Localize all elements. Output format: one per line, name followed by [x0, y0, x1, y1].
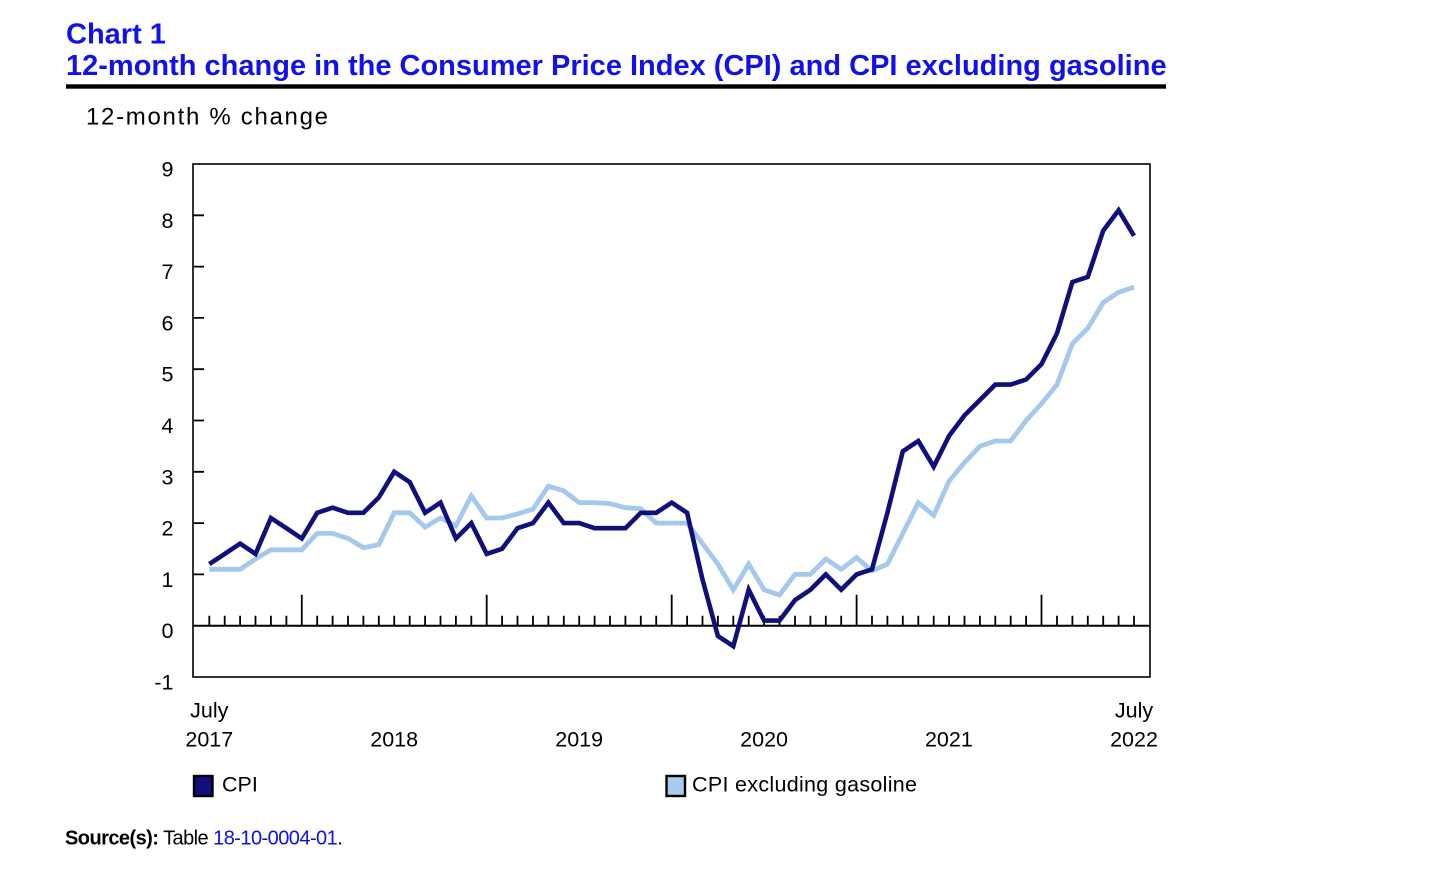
svg-text:12-month % change: 12-month % change	[86, 103, 330, 130]
svg-text:8: 8	[162, 209, 174, 233]
svg-text:4: 4	[162, 414, 174, 438]
svg-text:2: 2	[162, 517, 174, 541]
svg-text:Source(s): Table 18-10-0004-01: Source(s): Table 18-10-0004-01.	[65, 827, 342, 849]
svg-text:CPI excluding gasoline: CPI excluding gasoline	[692, 773, 917, 797]
svg-text:July: July	[190, 698, 228, 722]
svg-text:2018: 2018	[370, 728, 418, 752]
svg-text:2017: 2017	[185, 728, 233, 752]
svg-text:July: July	[1115, 698, 1153, 722]
svg-text:0: 0	[162, 619, 174, 643]
svg-text:9: 9	[162, 158, 174, 182]
svg-text:5: 5	[162, 363, 174, 387]
svg-text:-1: -1	[154, 671, 173, 695]
svg-text:CPI: CPI	[222, 773, 258, 797]
svg-text:12-month change in the Consume: 12-month change in the Consumer Price In…	[66, 50, 1167, 82]
svg-text:3: 3	[162, 465, 174, 489]
svg-text:2021: 2021	[925, 728, 973, 752]
svg-text:6: 6	[162, 311, 174, 335]
svg-text:1: 1	[162, 568, 174, 592]
svg-text:2022: 2022	[1110, 728, 1158, 752]
svg-text:7: 7	[162, 260, 174, 284]
svg-text:Chart 1: Chart 1	[66, 18, 166, 50]
svg-text:2019: 2019	[555, 728, 603, 752]
svg-text:2020: 2020	[740, 728, 788, 752]
